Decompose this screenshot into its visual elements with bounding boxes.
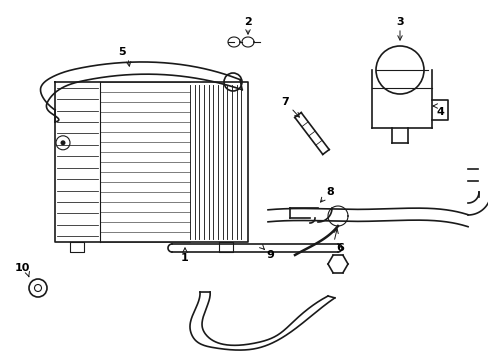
Text: 1: 1 (181, 253, 188, 263)
Text: 7: 7 (281, 97, 288, 107)
Text: 4: 4 (435, 107, 443, 117)
Text: 2: 2 (244, 17, 251, 27)
Text: 10: 10 (14, 263, 30, 273)
Text: 3: 3 (395, 17, 403, 27)
Text: 6: 6 (335, 243, 343, 253)
Text: 5: 5 (118, 47, 125, 57)
Text: 9: 9 (265, 250, 273, 260)
Text: 8: 8 (325, 187, 333, 197)
Circle shape (61, 140, 65, 145)
